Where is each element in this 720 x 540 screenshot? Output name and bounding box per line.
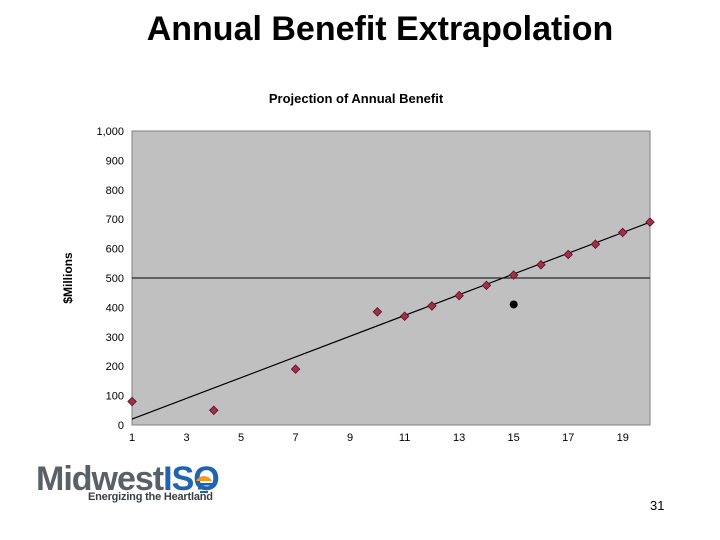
logo-wordmark: MidwestISO [36, 460, 220, 498]
y-axis-label: $Millions [61, 252, 75, 304]
chart-svg: Projection of Annual Benefit $Millions 0… [61, 91, 655, 444]
data-point [481, 280, 492, 291]
data-point [399, 311, 410, 321]
y-tick-label: 100 [106, 391, 124, 403]
logo-word-midwest: Midwest [36, 460, 164, 498]
data-point [617, 227, 628, 238]
x-tick-label: 19 [617, 432, 629, 444]
logo-sun-icon [196, 476, 212, 493]
y-tick-label: 700 [106, 214, 124, 226]
data-point [127, 396, 137, 407]
chart-title: Projection of Annual Benefit [269, 91, 444, 106]
x-tick-label: 17 [562, 432, 574, 444]
y-tick-label: 0 [118, 420, 124, 432]
data-point [427, 301, 437, 311]
data-point [536, 260, 546, 270]
data-point [290, 364, 301, 374]
x-tick-label: 15 [508, 432, 520, 444]
y-tick-label: 500 [106, 273, 124, 285]
x-tick-label: 5 [238, 432, 244, 444]
y-tick-label: 200 [106, 361, 124, 373]
data-point [590, 239, 601, 249]
y-tick-label: 900 [106, 155, 124, 167]
x-tick-label: 7 [293, 432, 299, 444]
y-tick-label: 300 [106, 332, 124, 344]
x-tick-label: 13 [453, 432, 465, 444]
data-point [645, 217, 655, 227]
data-point [508, 270, 519, 280]
chart-container: Projection of Annual Benefit $Millions 0… [57, 80, 667, 452]
trendline [131, 221, 651, 420]
data-point [209, 405, 219, 416]
y-tick-label: 600 [106, 244, 124, 256]
logo-tagline: Energizing the Heartland [88, 491, 213, 503]
y-tick-label: 1,000 [96, 126, 124, 138]
data-point [372, 307, 383, 317]
midwest-iso-logo: MidwestISO Energizing the Heartland [36, 462, 236, 512]
x-tick-label: 3 [183, 432, 189, 444]
x-tick-label: 1 [129, 432, 135, 444]
highlight-point [509, 300, 518, 309]
slide-title: Annual Benefit Extrapolation [146, 10, 614, 48]
y-tick-label: 800 [106, 185, 124, 197]
y-tick-label: 400 [106, 302, 124, 314]
data-point [454, 290, 464, 301]
x-tick-label: 11 [399, 432, 410, 444]
data-point [563, 249, 573, 260]
x-tick-label: 9 [347, 432, 353, 444]
page-number: 31 [650, 498, 665, 513]
